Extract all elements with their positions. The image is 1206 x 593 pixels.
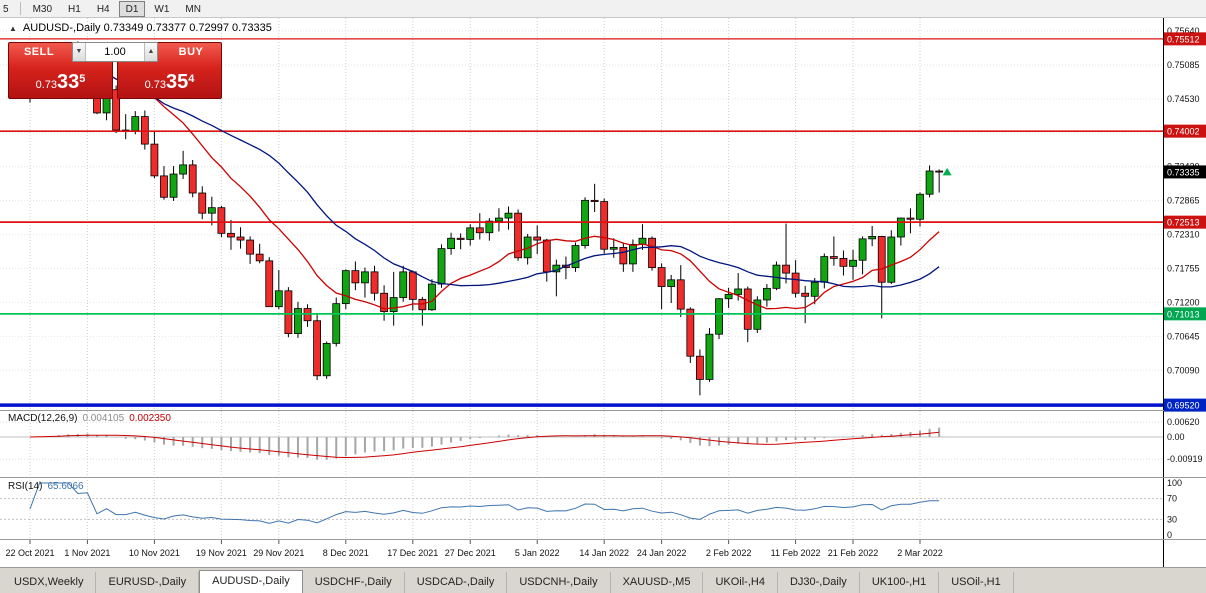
chart-tab-dj30-daily[interactable]: DJ30-,Daily	[778, 572, 860, 593]
timeframe-toolbar: 5 M30 H1 H4 D1 W1 MN	[0, 0, 1206, 18]
svg-text:0.71755: 0.71755	[1167, 263, 1200, 273]
horizontal-line-objects[interactable]	[0, 38, 1163, 407]
buy-button[interactable]: BUY 0.73354	[117, 42, 222, 99]
price-axis-tags: 0.75512 0.74002 0.72513 0.71013 0.69520 0.733…	[1164, 32, 1206, 412]
macd-name: MACD(12,26,9)	[8, 413, 78, 424]
svg-text:5 Jan 2022: 5 Jan 2022	[515, 548, 560, 558]
chart-tab-audusd-daily[interactable]: AUDUSD-,Daily	[199, 570, 303, 593]
chart-tab-xauusd-m5[interactable]: XAUUSD-,M5	[611, 572, 704, 593]
rsi-line	[29, 482, 940, 524]
svg-text:2 Feb 2022: 2 Feb 2022	[706, 548, 752, 558]
svg-text:0: 0	[1167, 530, 1172, 540]
svg-text:70: 70	[1167, 494, 1177, 504]
svg-text:2 Mar 2022: 2 Mar 2022	[897, 548, 943, 558]
svg-text:29 Nov 2021: 29 Nov 2021	[253, 548, 304, 558]
svg-text:11 Feb 2022: 11 Feb 2022	[771, 548, 821, 558]
macd-indicator-label: MACD(12,26,9) 0.004105 0.002350	[8, 413, 171, 424]
svg-text:21 Feb 2022: 21 Feb 2022	[828, 548, 879, 558]
timeframe-button-d1[interactable]: D1	[118, 0, 146, 17]
timeframe-button-h1[interactable]: H1	[68, 3, 81, 15]
svg-text:10 Nov 2021: 10 Nov 2021	[129, 548, 180, 558]
svg-text:0.71013: 0.71013	[1167, 309, 1200, 319]
volume-decrease-button[interactable]: ▼	[73, 43, 86, 61]
macd-signal-line	[29, 431, 940, 459]
svg-text:8 Dec 2021: 8 Dec 2021	[323, 548, 369, 558]
svg-text:0.73335: 0.73335	[1167, 167, 1200, 177]
sell-price: 0.73335	[35, 71, 86, 93]
svg-text:0.72513: 0.72513	[1167, 218, 1200, 228]
chart-tab-eurusd-daily[interactable]: EURUSD-,Daily	[96, 572, 200, 593]
volume-input[interactable]: 1.00	[104, 46, 126, 58]
svg-text:0.70645: 0.70645	[1167, 331, 1200, 341]
svg-text:0.74002: 0.74002	[1167, 127, 1200, 137]
toolbar-separator	[19, 2, 21, 15]
chart-tab-usdchf-daily[interactable]: USDCHF-,Daily	[303, 572, 405, 593]
svg-text:24 Jan 2022: 24 Jan 2022	[637, 548, 687, 558]
chart-ohlc-header: ▲ AUDUSD-,Daily 0.73349 0.73377 0.72997 …	[9, 21, 272, 35]
timeframe-button-group: M30 H1 H4 D1 W1 MN	[25, 0, 209, 17]
svg-text:-0.00919: -0.00919	[1167, 454, 1203, 464]
chart-tab-uk100-h1[interactable]: UK100-,H1	[860, 572, 940, 593]
svg-text:0.00620: 0.00620	[1167, 417, 1200, 427]
timeframe-button-w1[interactable]: W1	[154, 3, 170, 15]
timeframe-button-m30[interactable]: M30	[32, 3, 53, 15]
rsi-value: 65.6066	[47, 481, 84, 492]
volume-increase-button[interactable]: ▲	[144, 43, 157, 61]
svg-text:0.00: 0.00	[1167, 432, 1185, 442]
price-chart-canvas[interactable]: 0.756400.750850.745300.739750.734200.728…	[0, 18, 1206, 567]
svg-text:30: 30	[1167, 514, 1177, 524]
chart-tab-usdx-weekly[interactable]: USDX,Weekly	[2, 572, 97, 593]
rsi-name: RSI(14)	[8, 481, 43, 492]
sell-label: SELL	[23, 46, 55, 58]
svg-text:0.69520: 0.69520	[1167, 401, 1200, 411]
svg-text:19 Nov 2021: 19 Nov 2021	[196, 548, 247, 558]
chart-tab-usdcad-daily[interactable]: USDCAD-,Daily	[405, 572, 508, 593]
timeframe-button-m5-partial[interactable]: 5	[3, 3, 9, 15]
chart-tab-usoil-h1[interactable]: USOil-,H1	[939, 572, 1014, 593]
one-click-collapse-icon[interactable]: ▲	[9, 23, 17, 33]
sell-button[interactable]: SELL 0.73335	[8, 42, 113, 99]
svg-text:0.74530: 0.74530	[1167, 94, 1200, 104]
svg-text:0.72865: 0.72865	[1167, 196, 1200, 206]
buy-price: 0.73354	[144, 71, 195, 93]
timeframe-button-mn[interactable]: MN	[185, 3, 201, 15]
svg-text:1 Nov 2021: 1 Nov 2021	[64, 548, 110, 558]
timeframe-button-h4[interactable]: H4	[96, 3, 110, 15]
up-arrow-marker	[942, 167, 952, 176]
chart-ohlc-readout: AUDUSD-,Daily 0.73349 0.73377 0.72997 0.…	[22, 22, 272, 34]
svg-text:17 Dec 2021: 17 Dec 2021	[387, 548, 438, 558]
chart-tab-ukoil-h4[interactable]: UKOil-,H4	[703, 572, 778, 593]
svg-text:0.72310: 0.72310	[1167, 230, 1200, 240]
chart-tab-usdcnh-daily[interactable]: USDCNH-,Daily	[507, 572, 611, 593]
moving-average-26	[29, 64, 940, 288]
moving-average-13	[29, 64, 940, 310]
chart-tab-bar: USDX,Weekly EURUSD-,Daily AUDUSD-,Daily USD…	[0, 567, 1206, 593]
svg-text:0.75640: 0.75640	[1167, 26, 1200, 36]
svg-text:14 Jan 2022: 14 Jan 2022	[579, 548, 629, 558]
svg-text:0.70090: 0.70090	[1167, 365, 1200, 375]
svg-text:27 Dec 2021: 27 Dec 2021	[445, 548, 496, 558]
svg-text:0.71200: 0.71200	[1167, 297, 1200, 307]
rsi-indicator-label: RSI(14) 65.6066	[8, 481, 84, 492]
svg-text:0.75512: 0.75512	[1167, 34, 1200, 44]
one-click-trading-panel: SELL 0.73335 BUY 0.73354 ▼ 1.00 ▲	[8, 42, 222, 99]
svg-text:22 Oct 2021: 22 Oct 2021	[5, 548, 54, 558]
buy-label: BUY	[178, 46, 204, 58]
volume-control: ▼ 1.00 ▲	[72, 42, 158, 62]
svg-text:0.75085: 0.75085	[1167, 60, 1200, 70]
svg-text:100: 100	[1167, 478, 1182, 488]
macd-signal-value: 0.002350	[129, 413, 171, 424]
macd-main-value: 0.004105	[82, 413, 125, 424]
date-axis: 22 Oct 2021 1 Nov 2021 10 Nov 2021 19 Nov 2…	[5, 540, 943, 558]
